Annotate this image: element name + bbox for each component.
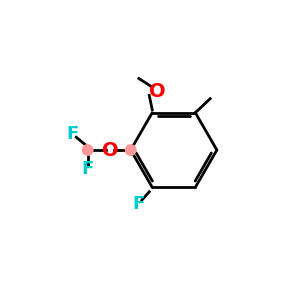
Circle shape [125,144,136,156]
Circle shape [82,144,94,156]
Text: F: F [133,195,145,213]
Text: F: F [82,160,94,178]
Text: O: O [102,140,118,160]
Text: F: F [67,125,79,143]
Text: O: O [149,82,166,101]
